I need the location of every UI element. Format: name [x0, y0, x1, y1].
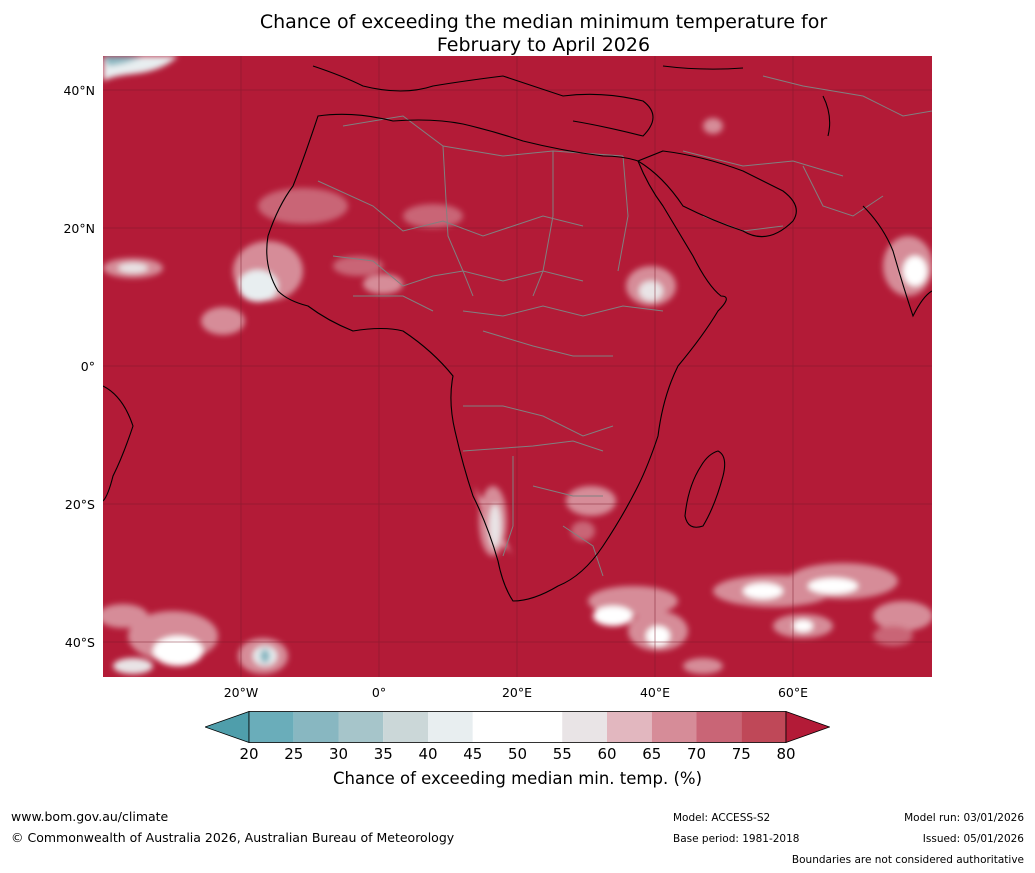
lat-label-40s: 40°S	[64, 635, 95, 650]
colorbar-tick-label: 35	[373, 745, 393, 763]
base-period: Base period: 1981-2018	[673, 833, 800, 845]
lat-label-20s: 20°S	[64, 497, 95, 512]
lon-label-20w: 20°W	[223, 685, 259, 700]
boundaries-disclaimer: Boundaries are not considered authoritat…	[791, 854, 1024, 866]
lon-label-60e: 60°E	[777, 685, 809, 700]
colorbar-segment	[428, 711, 473, 743]
lon-label-20e: 20°E	[501, 685, 533, 700]
lon-label-40e: 40°E	[639, 685, 671, 700]
colorbar-label: Chance of exceeding median min. temp. (%…	[332, 769, 703, 788]
colorbar-tick-label: 65	[642, 745, 662, 763]
issued-date: Issued: 05/01/2026	[922, 833, 1024, 845]
colorbar-over-triangle	[785, 711, 830, 743]
colorbar-tick-label: 75	[731, 745, 751, 763]
colorbar-segment	[517, 711, 563, 743]
colorbar-tick-label: 80	[776, 745, 796, 763]
colorbar-segment	[383, 711, 428, 743]
colorbar-segment	[651, 711, 697, 743]
lat-label-20n: 20°N	[63, 221, 95, 236]
lat-label-40n: 40°N	[63, 83, 95, 98]
colorbar-tick-label: 45	[463, 745, 483, 763]
lon-label-0: 0°	[371, 685, 387, 700]
model-name: Model: ACCESS-S2	[673, 812, 771, 824]
colorbar-segment	[472, 711, 518, 743]
map-title-line-1: Chance of exceeding the median minimum t…	[259, 11, 828, 33]
colorbar-tick-label: 50	[507, 745, 528, 763]
forecast-map	[103, 56, 932, 677]
colorbar-tick-label: 30	[328, 745, 349, 763]
map-gridlines	[103, 56, 932, 677]
map-title-line-2: February to April 2026	[436, 34, 651, 56]
colorbar-segment	[338, 711, 384, 743]
colorbar-segment	[562, 711, 607, 743]
colorbar-segment	[293, 711, 339, 743]
colorbar-tick-label: 60	[597, 745, 617, 763]
colorbar-tick-label: 40	[418, 745, 438, 763]
colorbar-tick-label: 70	[686, 745, 707, 763]
website-link[interactable]: www.bom.gov.au/climate	[11, 809, 169, 824]
colorbar-tick-label: 20	[239, 745, 259, 763]
coastlines	[103, 65, 932, 602]
country-borders	[317, 75, 932, 577]
colorbar-tick-label: 55	[552, 745, 572, 763]
copyright-text: © Commonwealth of Australia 2026, Austra…	[11, 830, 455, 845]
model-run-date: Model run: 03/01/2026	[904, 812, 1024, 824]
colorbar-segment	[741, 711, 786, 743]
colorbar-tick-label: 25	[284, 745, 304, 763]
probability-patches	[103, 56, 932, 674]
colorbar-segment	[696, 711, 742, 743]
colorbar	[205, 711, 830, 743]
colorbar-segment	[249, 711, 294, 743]
colorbar-under-triangle	[205, 711, 250, 743]
colorbar-segment	[607, 711, 652, 743]
lat-label-0: 0°	[80, 359, 95, 374]
